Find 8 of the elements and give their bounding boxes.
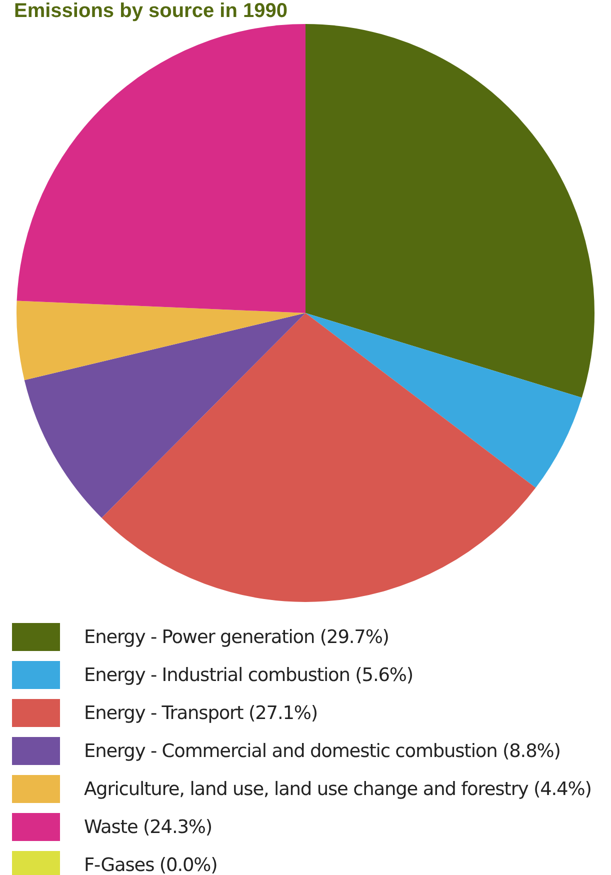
legend-label: Energy - Power generation (29.7%)	[84, 626, 389, 648]
legend-label: F-Gases (0.0%)	[84, 854, 218, 875]
legend-label: Energy - Industrial combustion (5.6%)	[84, 664, 414, 686]
legend-label: Agriculture, land use, land use change and forestry (4.4%)	[84, 778, 592, 800]
legend-label: Energy - Commercial and domestic combustion (8.8%)	[84, 740, 560, 762]
legend-label: Energy - Transport (27.1%)	[84, 702, 318, 724]
legend-label: Waste (24.3%)	[84, 816, 212, 838]
chart-title: Emissions by source in 1990	[14, 0, 288, 22]
